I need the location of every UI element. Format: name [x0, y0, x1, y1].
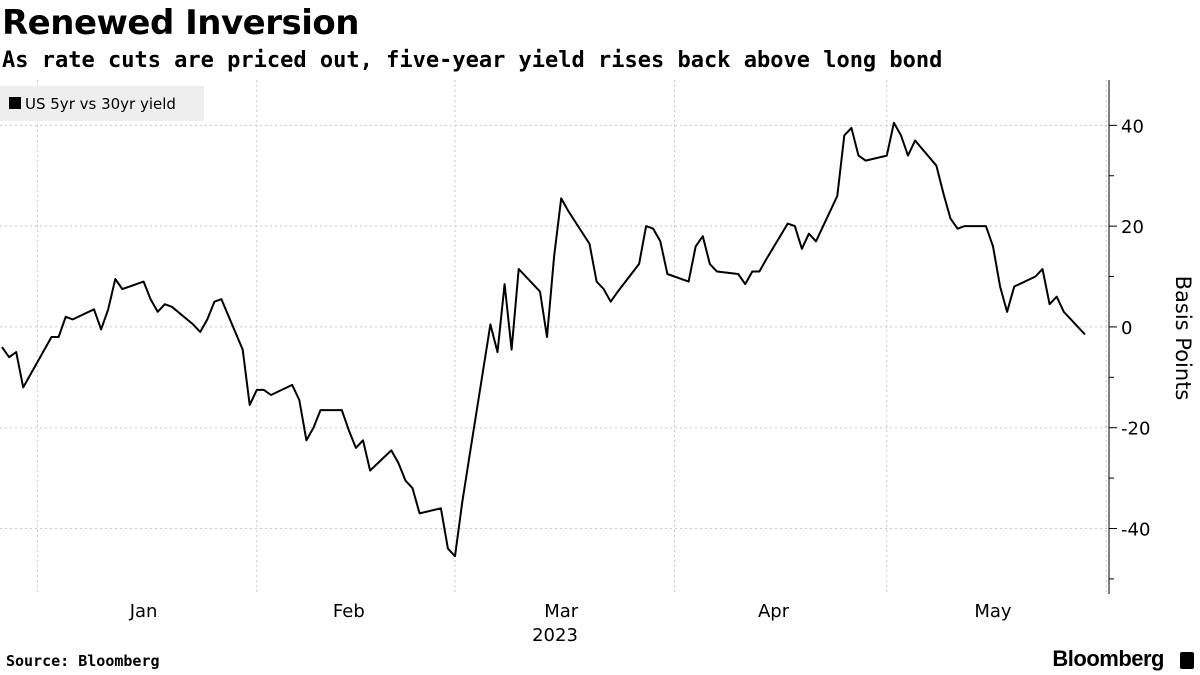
legend-swatch: [9, 97, 21, 109]
y-tick-label: 40: [1121, 116, 1144, 137]
chart-title: Renewed Inversion: [2, 3, 359, 43]
brand-logo: Bloomberg: [1052, 646, 1164, 671]
legend: US 5yr vs 30yr yield: [0, 86, 204, 121]
line-chart: US 5yr vs 30yr yield -40 -20 0 20 40 Jan Feb M…: [0, 80, 1195, 645]
legend-background: [0, 86, 204, 121]
x-tick-label: Apr: [758, 601, 790, 622]
x-tick-labels: Jan Feb Mar Apr May: [129, 601, 1012, 622]
legend-label: US 5yr vs 30yr yield: [25, 95, 176, 113]
chart-subtitle: As rate cuts are priced out, five-year y…: [2, 48, 943, 73]
y-tick-labels: -40 -20 0 20 40: [1121, 116, 1150, 540]
source-note: Source: Bloomberg: [6, 652, 160, 670]
series-line: [1, 121, 1086, 558]
x-tick-label: May: [974, 601, 1012, 622]
x-tick-label: Feb: [333, 601, 365, 622]
x-tick-label: Jan: [129, 601, 158, 622]
grid-lines: [0, 80, 1109, 594]
x-tick-label: Mar: [544, 601, 579, 622]
y-tick-label: -40: [1121, 519, 1150, 540]
axes: [1108, 80, 1117, 594]
y-tick-label: -20: [1121, 419, 1150, 440]
terminal-icon: [1180, 652, 1194, 669]
y-tick-label: 0: [1121, 318, 1132, 339]
x-axis-year-label: 2023: [532, 625, 578, 645]
y-axis-label: Basis Points: [1171, 276, 1195, 401]
y-tick-label: 20: [1121, 217, 1144, 238]
series-group: [1, 121, 1086, 558]
